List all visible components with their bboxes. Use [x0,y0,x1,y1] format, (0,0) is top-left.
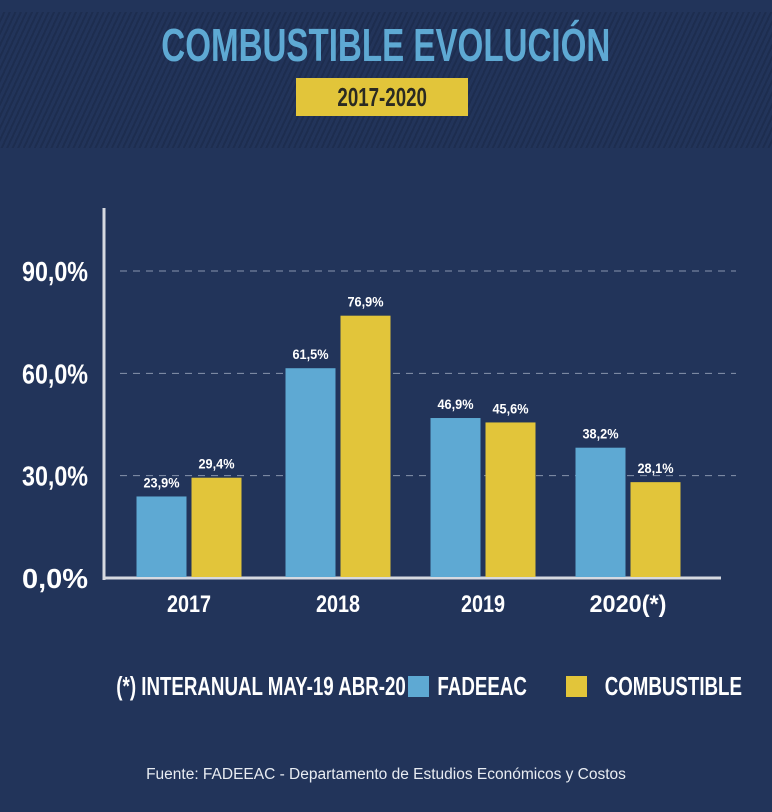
bar-combustible [191,477,242,577]
data-label: 61,5% [293,346,329,362]
chart-title: COMBUSTIBLE EVOLUCIÓN [0,18,772,72]
y-tick-label: 90,0% [22,256,88,287]
source-note: Fuente: FADEEAC - Departamento de Estudi… [146,766,626,783]
legend-text: COMBUSTIBLE [604,671,742,701]
data-label: 29,4% [199,456,235,472]
data-label: 23,9% [144,474,180,490]
bar-combustible [340,315,391,577]
y-tick-label: 0,0% [22,563,88,594]
x-tick-label: 2017 [167,591,211,618]
y-tick-label: 30,0% [22,461,88,492]
bar-fadeeac [136,496,187,577]
legend-label-combustible: COMBUSTIBLE [578,668,742,704]
data-label: 38,2% [583,426,619,442]
bar-fadeeac [575,447,626,577]
bar-combustible [630,482,681,577]
legend-swatch-fadeeac [408,676,429,697]
bar-fadeeac [430,418,481,577]
period-text: 2017-2020 [337,82,427,112]
title-text: COMBUSTIBLE EVOLUCIÓN [161,19,611,71]
bar-fadeeac [285,368,336,577]
footnote: (*) INTERANUAL MAY-19 ABR-20 [60,668,406,704]
period-badge: 2017-2020 [296,78,468,116]
data-label: 45,6% [493,400,529,416]
y-tick-label: 60,0% [22,358,88,389]
data-label: 28,1% [638,460,674,476]
legend-text: FADEEAC [437,671,527,701]
x-tick-label: 2018 [316,591,360,618]
legend-swatch-combustible [566,676,587,697]
data-label: 46,9% [438,396,474,412]
data-label: 76,9% [348,294,384,310]
footnote-text: (*) INTERANUAL MAY-19 ABR-20 [116,671,406,701]
x-tick-label: 2019 [461,591,505,618]
bar-combustible [485,422,536,577]
legend: (*) INTERANUAL MAY-19 ABR-20 FADEEAC COM… [0,668,772,704]
legend-label-fadeeac: FADEEAC [420,668,530,704]
x-tick-label: 2020(*) [590,591,667,618]
